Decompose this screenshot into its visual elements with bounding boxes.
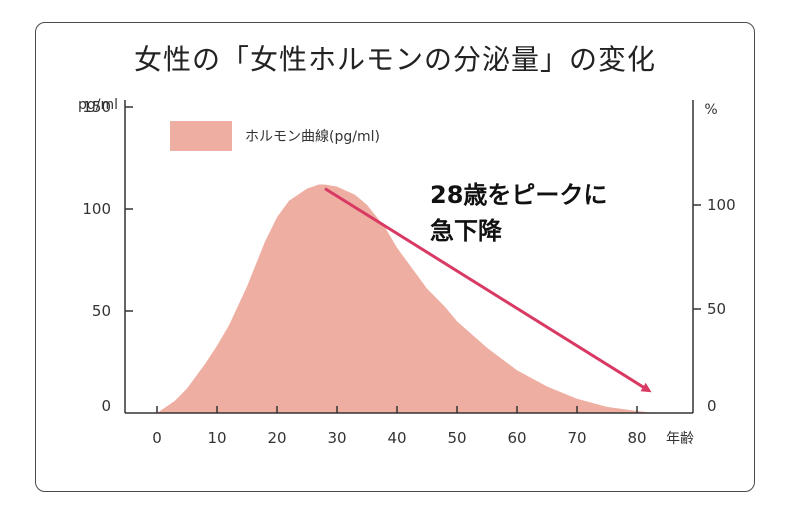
x-tick-label: 60 <box>507 429 526 447</box>
legend-label: ホルモン曲線(pg/ml) <box>245 129 380 145</box>
y-right-unit: % <box>704 102 717 118</box>
x-tick-label: 10 <box>207 429 226 447</box>
legend-swatch <box>170 121 232 151</box>
hormone-curve-area <box>157 184 655 413</box>
x-tick-label: 70 <box>567 429 586 447</box>
y-left-tick-label: 100 <box>82 200 111 218</box>
chart-title: 女性の「女性ホルモンの分泌量」の変化 <box>133 43 656 76</box>
x-tick-label: 0 <box>152 429 162 447</box>
x-tick-label: 20 <box>267 429 286 447</box>
y-right-tick-label: 0 <box>707 397 717 415</box>
x-tick-label: 50 <box>447 429 466 447</box>
annotation-line-2: 急下降 <box>430 217 503 245</box>
x-tick-label: 30 <box>327 429 346 447</box>
y-right-tick-label: 100 <box>707 196 736 214</box>
x-axis-label: 年齢 <box>666 431 694 447</box>
x-tick-label: 40 <box>387 429 406 447</box>
y-left-unit: pg/ml <box>78 97 118 113</box>
y-left-tick-label: 0 <box>101 397 111 415</box>
y-left-tick-label: 50 <box>92 302 111 320</box>
annotation-line-1: 28歳をピークに <box>430 181 607 209</box>
y-right-tick-label: 50 <box>707 300 726 318</box>
decline-arrow <box>324 187 652 393</box>
y-left-tick-label: 150 <box>82 98 111 116</box>
x-tick-label: 80 <box>627 429 646 447</box>
